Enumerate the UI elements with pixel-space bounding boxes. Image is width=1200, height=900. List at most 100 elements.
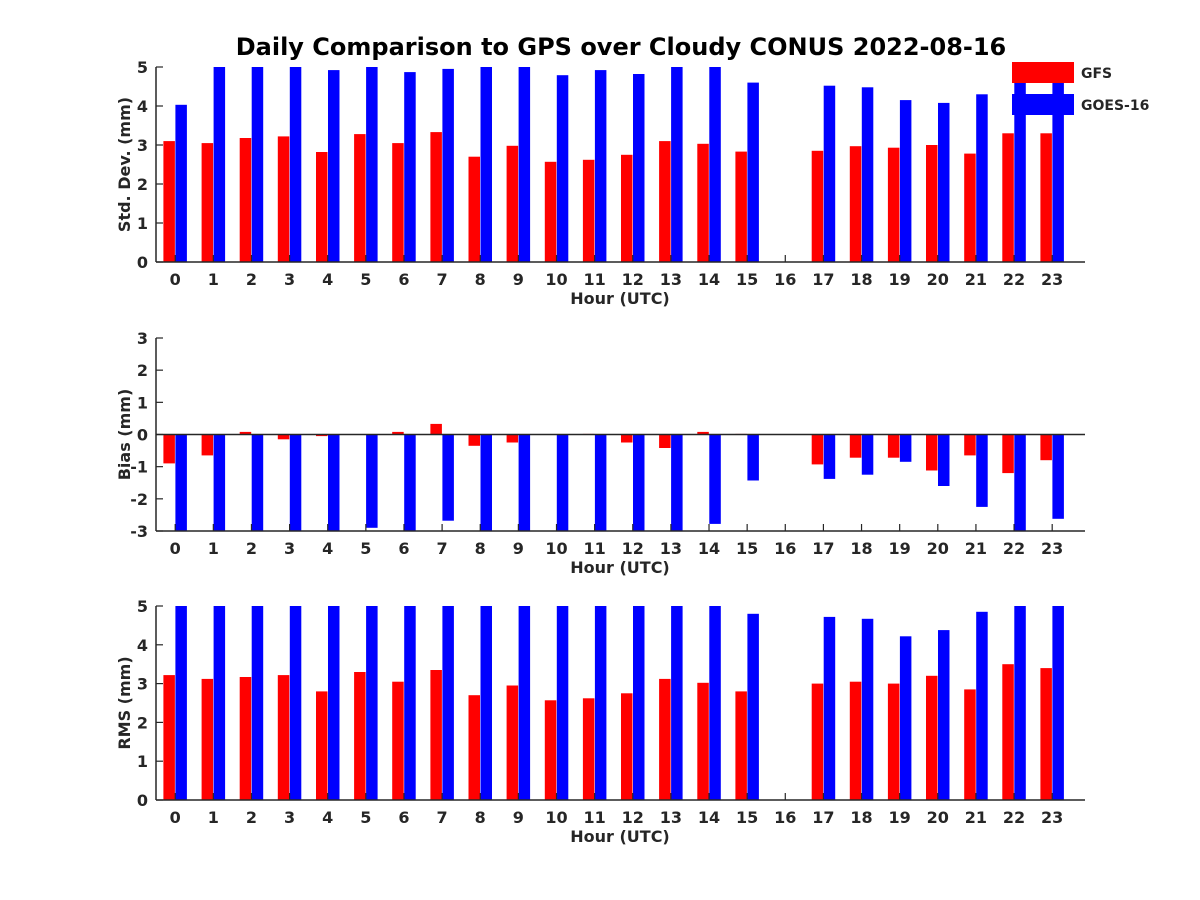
x-tick-label: 1	[208, 270, 219, 289]
bar-goes-16-hour-19	[899, 100, 912, 262]
bar-gfs-hour-13	[659, 678, 671, 800]
x-tick-label: 9	[513, 539, 524, 558]
bar-goes-16-hour-2	[251, 67, 264, 262]
bar-gfs-hour-22	[1002, 133, 1014, 262]
x-tick-label: 18	[850, 270, 872, 289]
legend-swatch	[1012, 94, 1074, 115]
bar-goes-16-hour-2	[251, 606, 264, 800]
bar-gfs-hour-15	[735, 151, 747, 262]
bar-gfs-hour-21	[964, 689, 976, 800]
bar-goes-16-hour-14	[709, 67, 721, 262]
bar-gfs-hour-12	[621, 154, 633, 263]
x-tick-label: 3	[284, 270, 295, 289]
bar-goes-16-hour-21	[976, 94, 988, 262]
bar-gfs-hour-4	[316, 434, 328, 437]
x-tick-label: 4	[322, 539, 333, 558]
bar-goes-16-hour-10	[556, 75, 569, 262]
bar-gfs-hour-0	[163, 675, 175, 800]
series-gfs	[163, 664, 1052, 800]
chart-title: Daily Comparison to GPS over Cloudy CONU…	[236, 33, 1007, 61]
x-tick-label: 11	[583, 270, 605, 289]
bar-gfs-hour-7	[430, 132, 442, 262]
bar-goes-16-hour-10	[556, 434, 569, 531]
bar-goes-16-hour-1	[213, 67, 226, 262]
bar-gfs-hour-6	[392, 143, 404, 262]
bar-goes-16-hour-18	[861, 434, 874, 475]
bar-goes-16-hour-12	[633, 434, 645, 531]
y-axis-label: Std. Dev. (mm)	[115, 97, 134, 232]
x-tick-label: 23	[1041, 270, 1063, 289]
legend: GFS GOES-16	[1012, 62, 1149, 115]
bar-gfs-hour-8	[468, 434, 480, 446]
y-tick-label: 3	[137, 675, 148, 694]
y-tick-label: 5	[137, 597, 148, 616]
x-tick-label: 2	[246, 270, 257, 289]
bar-goes-16-hour-21	[976, 434, 988, 507]
bar-goes-16-hour-23	[1052, 80, 1064, 262]
bar-gfs-hour-15	[735, 691, 747, 800]
bar-goes-16-hour-13	[671, 434, 683, 531]
bar-goes-16-hour-14	[709, 434, 721, 524]
x-tick-label: 13	[660, 539, 682, 558]
series-gfs	[163, 423, 1052, 474]
bar-goes-16-hour-5	[366, 67, 378, 262]
x-tick-label: 10	[545, 808, 567, 827]
x-tick-label: 14	[698, 539, 720, 558]
x-tick-label: 2	[246, 808, 257, 827]
bar-gfs-hour-12	[621, 693, 633, 800]
x-tick-label: 16	[774, 270, 796, 289]
bar-gfs-hour-21	[964, 434, 976, 456]
bar-gfs-hour-18	[849, 434, 862, 458]
x-tick-label: 3	[284, 808, 295, 827]
bar-gfs-hour-1	[201, 434, 214, 456]
y-tick-label: 2	[137, 361, 148, 380]
x-tick-label: 3	[284, 539, 295, 558]
bar-goes-16-hour-21	[976, 611, 988, 800]
x-axis-label: Hour (UTC)	[570, 827, 670, 846]
bar-goes-16-hour-18	[861, 618, 874, 800]
bar-gfs-hour-10	[544, 161, 557, 262]
bar-gfs-hour-17	[811, 150, 824, 262]
y-tick-label: 2	[137, 175, 148, 194]
bar-gfs-hour-19	[887, 434, 900, 458]
bar-goes-16-hour-2	[251, 434, 264, 531]
bar-goes-16-hour-5	[366, 606, 378, 800]
x-tick-label: 14	[698, 270, 720, 289]
bar-gfs-hour-7	[430, 423, 442, 435]
x-tick-label: 7	[437, 539, 448, 558]
bar-gfs-hour-20	[926, 675, 938, 800]
bar-gfs-hour-13	[659, 141, 671, 262]
bar-goes-16-hour-6	[404, 434, 416, 531]
bar-goes-16-hour-0	[175, 104, 187, 262]
bar-goes-16-hour-19	[899, 636, 912, 800]
y-tick-label: 5	[137, 58, 148, 77]
bar-goes-16-hour-0	[175, 606, 187, 800]
bar-goes-16-hour-13	[671, 67, 683, 262]
bar-gfs-hour-0	[163, 141, 175, 262]
bar-gfs-hour-17	[811, 434, 824, 465]
bar-gfs-hour-1	[201, 143, 214, 262]
bar-goes-16-hour-9	[518, 67, 531, 262]
x-tick-label: 6	[398, 270, 409, 289]
y-tick-label: 2	[137, 713, 148, 732]
bar-gfs-hour-4	[316, 691, 328, 800]
x-tick-label: 1	[208, 808, 219, 827]
bar-gfs-hour-11	[582, 159, 595, 262]
bar-goes-16-hour-3	[289, 606, 302, 800]
x-tick-label: 6	[398, 539, 409, 558]
legend-label: GOES-16	[1081, 98, 1149, 114]
x-tick-label: 5	[360, 808, 371, 827]
x-tick-label: 18	[850, 539, 872, 558]
bar-goes-16-hour-20	[938, 434, 950, 486]
series-goes-16	[175, 67, 1064, 263]
bar-gfs-hour-20	[926, 434, 938, 471]
bar-gfs-hour-22	[1002, 664, 1014, 800]
bar-gfs-hour-19	[887, 147, 900, 262]
bar-goes-16-hour-23	[1052, 606, 1064, 800]
bar-goes-16-hour-15	[747, 434, 759, 481]
series-goes-16	[175, 606, 1064, 800]
bar-gfs-hour-12	[621, 434, 633, 443]
bar-goes-16-hour-7	[442, 434, 454, 521]
x-tick-label: 22	[1003, 270, 1025, 289]
